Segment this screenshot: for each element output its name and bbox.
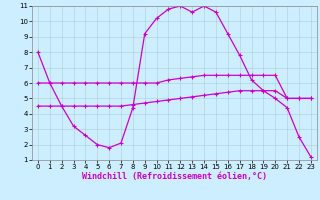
X-axis label: Windchill (Refroidissement éolien,°C): Windchill (Refroidissement éolien,°C) <box>82 172 267 181</box>
